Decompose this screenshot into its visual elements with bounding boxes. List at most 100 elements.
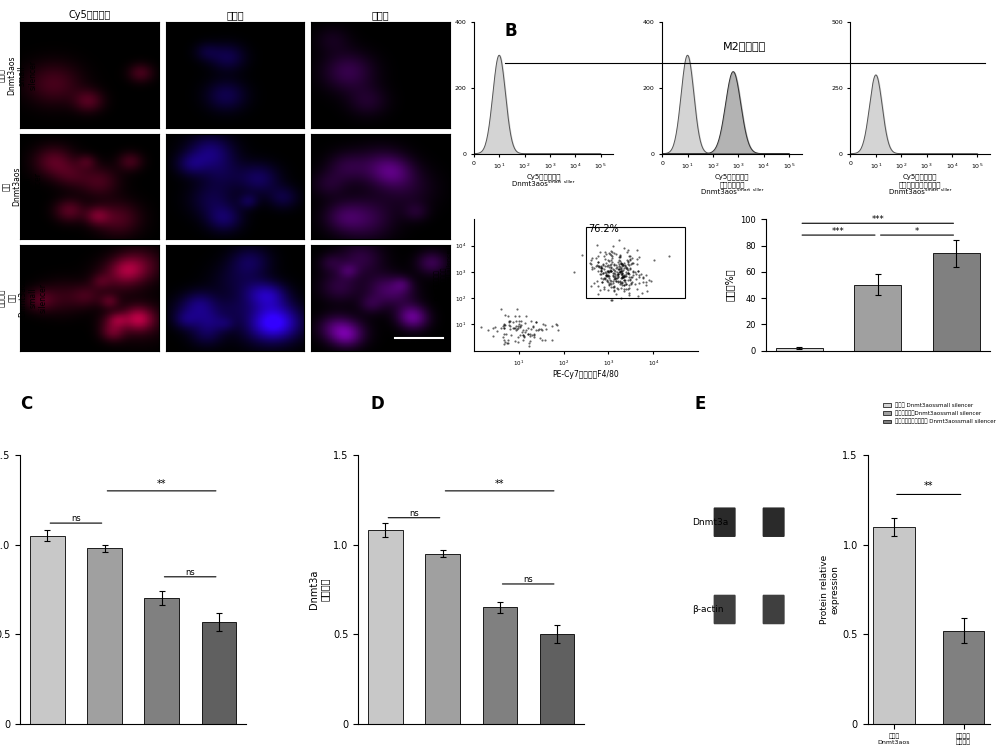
Point (603, 262, 619, 274)
Title: M2巨噬细胞: M2巨噬细胞 (723, 42, 767, 51)
Point (603, 266, 619, 278)
Point (614, 278, 630, 289)
Point (593, 272, 609, 284)
Point (615, 272, 631, 283)
Point (607, 269, 623, 281)
Point (603, 294, 619, 306)
Point (610, 271, 626, 283)
Point (620, 275, 636, 286)
Point (589, 239, 605, 251)
Point (500, 336, 516, 348)
Point (602, 278, 618, 289)
Point (496, 327, 512, 339)
Point (612, 248, 628, 260)
Point (597, 260, 613, 272)
Point (496, 334, 512, 346)
Point (618, 278, 634, 289)
Text: ns: ns (523, 575, 533, 584)
Point (508, 324, 524, 336)
Point (510, 336, 526, 348)
Point (603, 275, 619, 287)
Point (583, 258, 599, 270)
Point (609, 260, 625, 272)
Point (595, 266, 611, 278)
Point (624, 272, 640, 283)
Point (602, 274, 618, 286)
Point (530, 325, 546, 336)
Bar (933, 254, 980, 351)
Point (517, 327, 533, 339)
Point (509, 304, 525, 316)
Point (612, 276, 628, 288)
Point (595, 273, 611, 285)
Point (600, 266, 616, 278)
Point (510, 322, 526, 334)
Point (611, 258, 627, 270)
Text: D: D (370, 395, 384, 413)
Point (496, 322, 512, 333)
Text: B: B (505, 22, 518, 40)
Point (609, 269, 625, 280)
Bar (540, 634, 574, 724)
Point (601, 248, 617, 260)
Point (623, 278, 639, 289)
Point (599, 265, 615, 277)
Point (515, 324, 531, 336)
Point (606, 260, 622, 272)
Point (618, 270, 634, 282)
Point (605, 240, 621, 252)
Point (525, 321, 541, 333)
Point (524, 329, 540, 341)
Point (630, 266, 646, 278)
Point (616, 269, 632, 280)
Point (616, 278, 632, 290)
Point (602, 259, 618, 271)
Point (624, 276, 640, 288)
Point (588, 260, 604, 272)
Point (605, 263, 621, 275)
Point (583, 280, 599, 292)
Point (610, 270, 626, 282)
Point (521, 340, 537, 352)
Point (606, 281, 622, 293)
Point (629, 253, 645, 265)
Point (566, 266, 582, 278)
Point (506, 322, 522, 334)
Point (617, 274, 633, 286)
Point (511, 310, 527, 322)
Point (628, 269, 644, 280)
Point (538, 323, 554, 335)
Point (526, 330, 542, 342)
Point (487, 322, 503, 333)
Point (615, 270, 631, 282)
Point (630, 266, 646, 278)
Point (600, 266, 616, 278)
Point (592, 246, 608, 258)
Point (493, 303, 509, 315)
Point (614, 268, 630, 280)
Point (611, 251, 627, 263)
Point (594, 276, 610, 288)
Point (597, 254, 613, 266)
Point (496, 338, 512, 350)
Point (550, 325, 566, 336)
Y-axis label: 比例（%）: 比例（%） (725, 269, 735, 301)
Point (608, 288, 624, 300)
Text: 400x: 400x (409, 340, 427, 346)
Text: ns: ns (71, 514, 81, 523)
Point (611, 260, 627, 272)
Point (629, 258, 645, 270)
Point (607, 266, 623, 278)
Point (610, 275, 626, 287)
Point (611, 266, 627, 278)
Point (497, 319, 513, 331)
Point (646, 254, 662, 266)
Point (603, 278, 619, 289)
Point (601, 280, 617, 292)
Point (612, 278, 628, 289)
Point (528, 325, 544, 336)
Point (499, 337, 515, 349)
Point (625, 266, 641, 278)
Title: 细胞核: 细胞核 (226, 10, 244, 20)
Point (600, 276, 616, 288)
